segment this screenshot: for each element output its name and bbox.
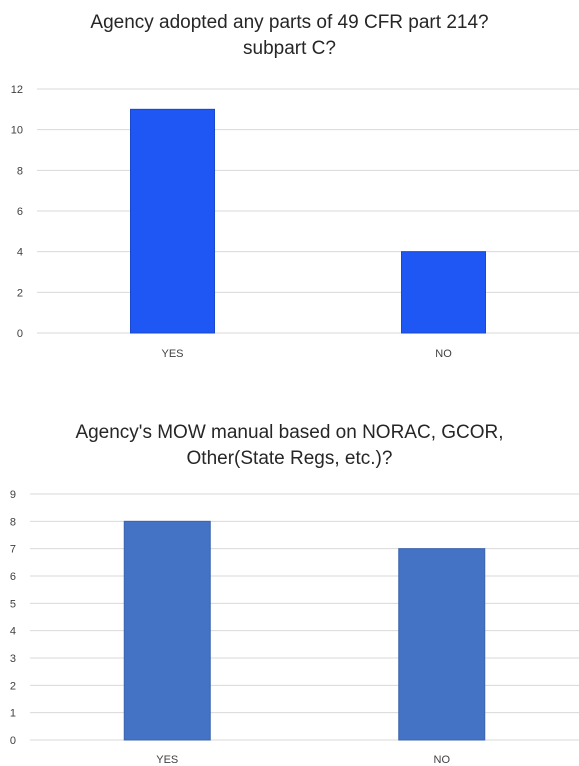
chart-2-category-label: NO bbox=[434, 754, 451, 766]
chart-2-plot: 0 1 2 3 4 5 6 7 8 9 YES NO bbox=[10, 489, 579, 766]
chart-2-ytick-label: 6 bbox=[10, 571, 16, 583]
chart-1-category-label: NO bbox=[435, 348, 452, 360]
chart-1-ytick-label: 12 bbox=[11, 84, 23, 96]
chart-2-ytick-label: 3 bbox=[10, 653, 16, 665]
chart-1-ytick-label: 8 bbox=[17, 165, 23, 177]
chart-1: Agency adopted any parts of 49 CFR part … bbox=[0, 0, 579, 375]
chart-2-ytick-label: 4 bbox=[10, 626, 16, 638]
chart-2-ytick-label: 0 bbox=[10, 735, 16, 747]
chart-1-title: Agency adopted any parts of 49 CFR part … bbox=[0, 10, 579, 62]
chart-2-bar-no bbox=[398, 548, 486, 741]
chart-1-title-line-1: Agency adopted any parts of 49 CFR part … bbox=[90, 12, 489, 33]
chart-1-plot: 0 2 4 6 8 10 12 YES NO bbox=[11, 84, 579, 360]
chart-2-title: Agency's MOW manual based on NORAC, GCOR… bbox=[0, 420, 579, 472]
chart-1-ytick-label: 0 bbox=[17, 328, 23, 340]
chart-2-category-label: YES bbox=[156, 754, 178, 766]
chart-2-ytick-label: 1 bbox=[10, 708, 16, 720]
chart-1-bar-yes bbox=[130, 108, 215, 334]
chart-2-bar-yes bbox=[123, 520, 211, 741]
chart-1-ytick-label: 10 bbox=[11, 125, 23, 137]
chart-1-bar-no bbox=[401, 251, 486, 334]
chart-1-ytick-label: 4 bbox=[17, 247, 23, 259]
chart-2-ytick-label: 2 bbox=[10, 680, 16, 692]
chart-2-ytick-label: 7 bbox=[10, 544, 16, 556]
chart-1-category-label: YES bbox=[161, 348, 183, 360]
chart-2-title-line-2: Other(State Regs, etc.)? bbox=[186, 448, 393, 469]
chart-2-ytick-label: 8 bbox=[10, 516, 16, 528]
chart-2-ytick-label: 9 bbox=[10, 489, 16, 501]
chart-1-ytick-label: 2 bbox=[17, 287, 23, 299]
chart-2-ytick-label: 5 bbox=[10, 598, 16, 610]
chart-2: Agency's MOW manual based on NORAC, GCOR… bbox=[0, 410, 579, 766]
chart-2-title-line-1: Agency's MOW manual based on NORAC, GCOR… bbox=[75, 422, 504, 443]
chart-1-title-line-2: subpart C? bbox=[243, 38, 336, 59]
chart-1-ytick-label: 6 bbox=[17, 206, 23, 218]
